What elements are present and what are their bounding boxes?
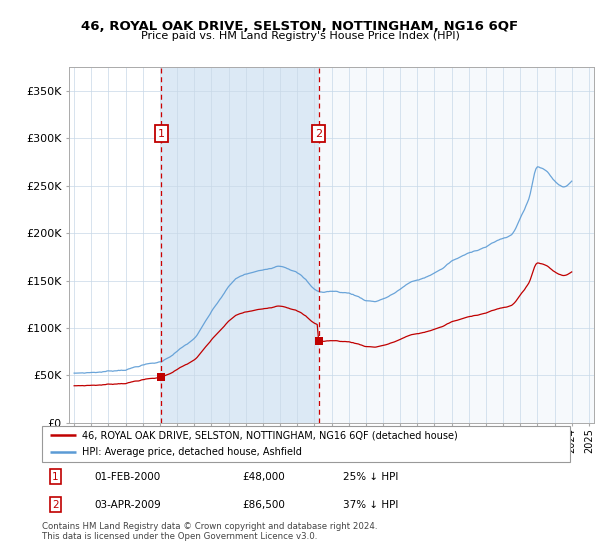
- Text: 2: 2: [52, 500, 59, 510]
- Text: Contains HM Land Registry data © Crown copyright and database right 2024.
This d: Contains HM Land Registry data © Crown c…: [42, 522, 377, 542]
- FancyBboxPatch shape: [42, 426, 570, 462]
- Text: £48,000: £48,000: [242, 472, 286, 482]
- Text: 1: 1: [52, 472, 59, 482]
- Text: HPI: Average price, detached house, Ashfield: HPI: Average price, detached house, Ashf…: [82, 447, 301, 457]
- Text: Price paid vs. HM Land Registry's House Price Index (HPI): Price paid vs. HM Land Registry's House …: [140, 31, 460, 41]
- Text: 2: 2: [315, 129, 322, 138]
- Text: 03-APR-2009: 03-APR-2009: [95, 500, 161, 510]
- Text: 37% ↓ HPI: 37% ↓ HPI: [343, 500, 398, 510]
- Bar: [319, 67, 594, 423]
- Text: 46, ROYAL OAK DRIVE, SELSTON, NOTTINGHAM, NG16 6QF (detached house): 46, ROYAL OAK DRIVE, SELSTON, NOTTINGHAM…: [82, 431, 457, 440]
- Text: 01-FEB-2000: 01-FEB-2000: [95, 472, 161, 482]
- Text: 1: 1: [158, 129, 165, 138]
- Bar: [161, 67, 319, 423]
- Text: £86,500: £86,500: [242, 500, 286, 510]
- Text: 46, ROYAL OAK DRIVE, SELSTON, NOTTINGHAM, NG16 6QF: 46, ROYAL OAK DRIVE, SELSTON, NOTTINGHAM…: [82, 20, 518, 32]
- Text: 25% ↓ HPI: 25% ↓ HPI: [343, 472, 398, 482]
